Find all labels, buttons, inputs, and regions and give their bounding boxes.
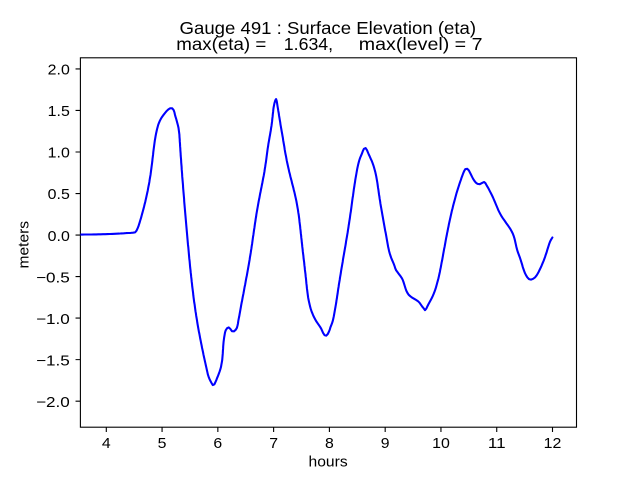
svg-text:1.5: 1.5: [48, 104, 70, 120]
svg-text:Gauge 491 : Surface Elevation: Gauge 491 : Surface Elevation (eta): [180, 18, 477, 38]
svg-text:5: 5: [158, 436, 167, 452]
svg-text:7: 7: [269, 436, 278, 452]
svg-text:8: 8: [325, 436, 334, 452]
svg-text:1.0: 1.0: [48, 146, 70, 162]
svg-text:9: 9: [381, 436, 390, 452]
svg-text:0.5: 0.5: [48, 187, 70, 203]
svg-text:hours: hours: [309, 455, 348, 471]
svg-text:1.634,: 1.634,: [284, 34, 333, 54]
svg-text:2.0: 2.0: [48, 63, 70, 79]
svg-text:0.0: 0.0: [48, 229, 70, 245]
svg-text:10: 10: [432, 436, 450, 452]
svg-text:12: 12: [544, 436, 562, 452]
svg-text:meters: meters: [17, 221, 33, 269]
svg-text:max(eta) =: max(eta) =: [176, 34, 266, 54]
svg-text:−1.0: −1.0: [36, 312, 70, 328]
svg-text:−2.0: −2.0: [36, 395, 70, 411]
svg-text:max(level) = 7: max(level) = 7: [359, 34, 483, 54]
svg-text:11: 11: [488, 436, 506, 452]
svg-text:−1.5: −1.5: [36, 353, 70, 369]
svg-text:−0.5: −0.5: [36, 270, 70, 286]
svg-text:6: 6: [213, 436, 222, 452]
svg-text:4: 4: [102, 436, 111, 452]
